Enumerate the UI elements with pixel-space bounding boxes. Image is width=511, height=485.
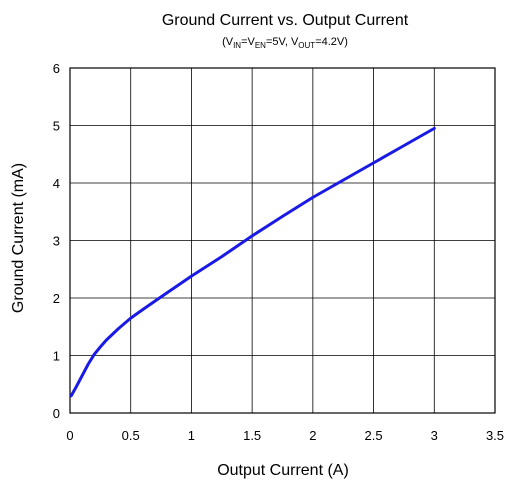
y-axis-label: Ground Current (mA) bbox=[10, 163, 27, 313]
x-tick-label: 0 bbox=[66, 428, 73, 443]
x-tick-label: 3.5 bbox=[486, 428, 504, 443]
tick-labels: 0 0.5 1 1.5 2 2.5 3 3.5 0 1 2 3 4 5 6 bbox=[53, 61, 504, 443]
y-tick-label: 5 bbox=[53, 119, 60, 134]
y-tick-label: 2 bbox=[53, 291, 60, 306]
x-tick-label: 2 bbox=[309, 428, 316, 443]
y-tick-label: 4 bbox=[53, 176, 60, 191]
x-tick-label: 2.5 bbox=[365, 428, 383, 443]
y-tick-label: 3 bbox=[53, 234, 60, 249]
x-tick-label: 0.5 bbox=[122, 428, 140, 443]
x-axis-label: Output Current (A) bbox=[217, 462, 349, 479]
chart-title: Ground Current vs. Output Current bbox=[162, 12, 409, 29]
y-tick-label: 0 bbox=[53, 406, 60, 421]
x-tick-label: 1.5 bbox=[243, 428, 261, 443]
series-layer bbox=[69, 126, 436, 398]
y-tick-label: 1 bbox=[53, 349, 60, 364]
chart-subtitle: (VIN=VEN=5V, VOUT=4.2V) bbox=[222, 36, 348, 50]
x-tick-label: 1 bbox=[188, 428, 195, 443]
x-tick-label: 3 bbox=[431, 428, 438, 443]
series-line bbox=[69, 126, 436, 398]
grid bbox=[69, 67, 496, 414]
y-tick-label: 6 bbox=[53, 61, 60, 76]
plot-frame bbox=[69, 67, 496, 414]
